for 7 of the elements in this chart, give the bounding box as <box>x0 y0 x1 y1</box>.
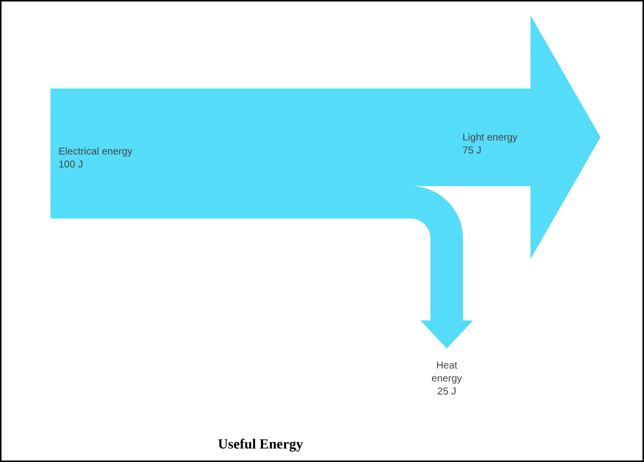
category-label: Heat energy <box>431 360 462 384</box>
data-label: 75 J <box>462 146 482 156</box>
category-label: Electrical energy <box>58 146 132 158</box>
data-label: 25 J <box>437 386 456 398</box>
text: Useful Energy <box>218 438 304 452</box>
data-label: 100 J <box>58 160 83 170</box>
category-label: Light energy <box>462 132 518 144</box>
